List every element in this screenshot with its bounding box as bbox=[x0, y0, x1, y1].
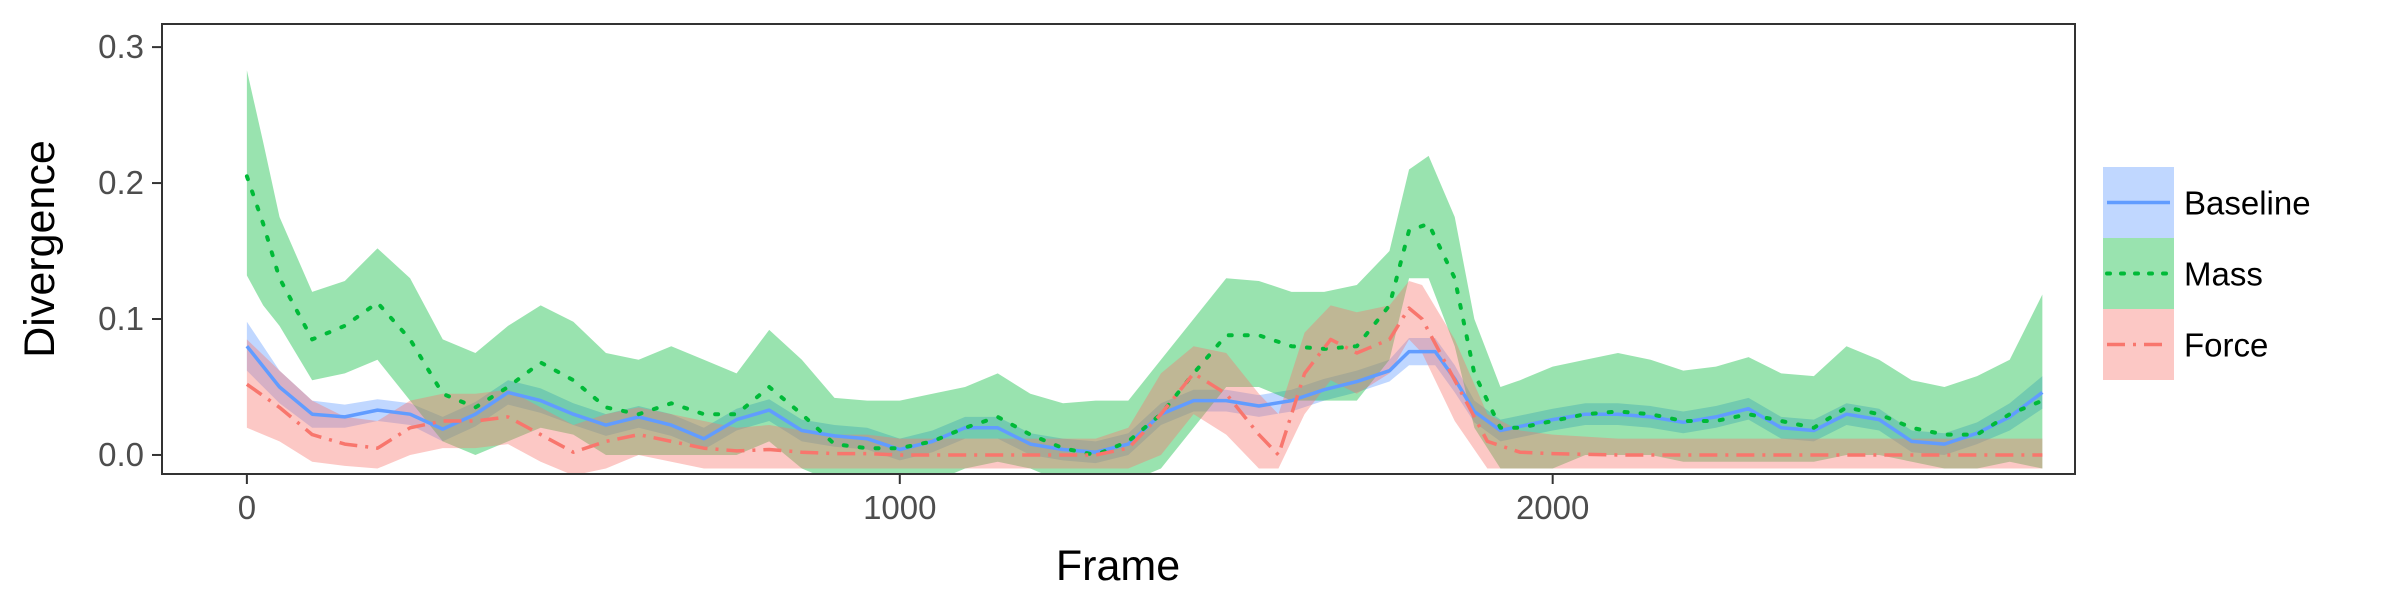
confidence-bands bbox=[246, 70, 2043, 474]
legend-label-mass: Mass bbox=[2184, 256, 2263, 293]
y-axis: 0.0 0.1 0.2 0.3 bbox=[98, 28, 162, 473]
x-axis: 0 1000 2000 bbox=[238, 474, 1589, 526]
plot-panel-border bbox=[161, 23, 2076, 475]
x-axis-title: Frame bbox=[1056, 542, 1180, 590]
y-tick-label: 0.0 bbox=[98, 436, 144, 473]
legend-label-force: Force bbox=[2184, 327, 2268, 364]
x-tick-label: 0 bbox=[238, 489, 256, 526]
legend-item-force: Force bbox=[2103, 309, 2268, 380]
x-tick-label: 2000 bbox=[1516, 489, 1589, 526]
force-line bbox=[245, 306, 2043, 457]
y-axis-title: Divergence bbox=[16, 140, 64, 358]
legend: Baseline Mass Force bbox=[2103, 167, 2311, 380]
legend-item-mass: Mass bbox=[2103, 238, 2263, 309]
y-tick-label: 0.2 bbox=[98, 164, 144, 201]
series-lines bbox=[244, 174, 2045, 457]
y-tick-label: 0.3 bbox=[98, 28, 144, 65]
mass-confidence-band bbox=[246, 70, 2043, 474]
mass-line bbox=[244, 174, 2045, 457]
legend-label-baseline: Baseline bbox=[2184, 185, 2311, 222]
force-confidence-band bbox=[246, 280, 2043, 474]
legend-item-baseline: Baseline bbox=[2103, 167, 2311, 238]
x-tick-label: 1000 bbox=[863, 489, 936, 526]
baseline-confidence-band bbox=[246, 321, 2043, 464]
y-tick-label: 0.1 bbox=[98, 300, 144, 337]
